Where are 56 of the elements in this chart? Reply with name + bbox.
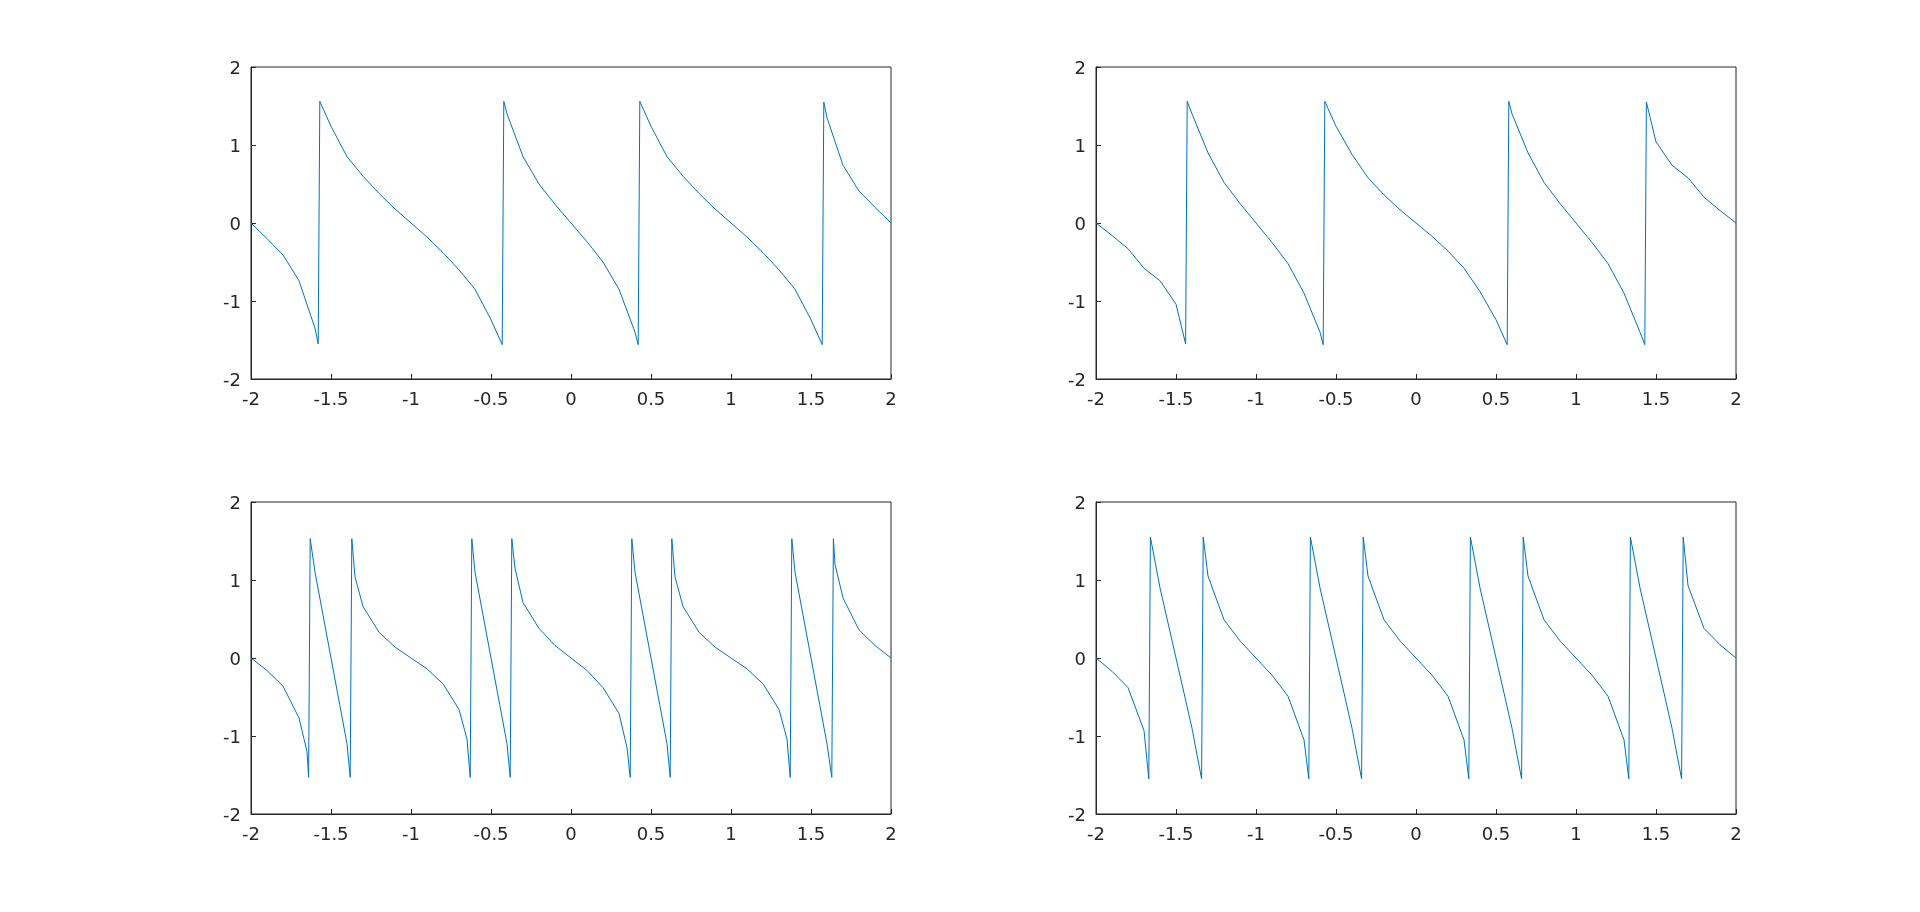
y-tick-label: -2 — [223, 368, 241, 390]
y-tick-label: 1 — [1074, 569, 1086, 591]
y-tick-label: 0 — [1074, 647, 1086, 669]
x-tick-label: 2 — [1730, 387, 1742, 409]
x-tick-label: -1.5 — [313, 387, 349, 409]
y-tick-label: -2 — [1068, 803, 1086, 825]
x-tick-label: -1.5 — [1158, 822, 1194, 844]
y-tick-label: 2 — [1074, 491, 1086, 513]
x-tick-label: 1.5 — [1641, 387, 1671, 409]
x-tick-label: 1.5 — [796, 387, 826, 409]
x-tick-label: -0.5 — [473, 387, 509, 409]
y-tick-label: -2 — [223, 803, 241, 825]
x-tick-label: 1 — [1570, 822, 1582, 844]
y-tick-label: 0 — [229, 212, 241, 234]
y-tick-label: 1 — [229, 569, 241, 591]
y-tick-label: 2 — [229, 491, 241, 513]
y-tick-label: 0 — [229, 647, 241, 669]
line-series — [1095, 100, 1737, 346]
x-tick-label: -1 — [402, 822, 420, 844]
x-tick-label: 1 — [1570, 387, 1582, 409]
line-series — [1095, 536, 1737, 780]
y-tick-label: 2 — [1074, 56, 1086, 78]
x-tick-label: -0.5 — [473, 822, 509, 844]
x-tick-label: -1 — [402, 387, 420, 409]
x-tick-label: -1.5 — [1158, 387, 1194, 409]
x-tick-label: 1 — [725, 387, 737, 409]
line-series — [250, 538, 892, 778]
x-tick-label: 0 — [1410, 387, 1422, 409]
x-tick-label: 0 — [565, 822, 577, 844]
x-tick-label: 0 — [1410, 822, 1422, 844]
y-tick-label: 2 — [229, 56, 241, 78]
x-tick-label: -1 — [1247, 822, 1265, 844]
y-tick-label: -2 — [1068, 368, 1086, 390]
y-tick-label: -1 — [223, 290, 241, 312]
x-tick-label: 0.5 — [636, 387, 666, 409]
y-tick-label: 1 — [229, 134, 241, 156]
x-tick-label: 0.5 — [1481, 387, 1511, 409]
x-tick-label: 1.5 — [796, 822, 826, 844]
x-tick-label: 2 — [1730, 822, 1742, 844]
y-tick-label: -1 — [1068, 725, 1086, 747]
x-tick-label: 1 — [725, 822, 737, 844]
x-tick-label: -0.5 — [1318, 387, 1354, 409]
y-tick-label: -1 — [1068, 290, 1086, 312]
x-tick-label: 0 — [565, 387, 577, 409]
y-tick-label: -1 — [223, 725, 241, 747]
x-tick-label: -0.5 — [1318, 822, 1354, 844]
x-tick-label: -1.5 — [313, 822, 349, 844]
x-tick-label: 2 — [885, 822, 897, 844]
y-tick-label: 0 — [1074, 212, 1086, 234]
x-tick-label: 2 — [885, 387, 897, 409]
x-tick-label: -1 — [1247, 387, 1265, 409]
x-tick-label: 1.5 — [1641, 822, 1671, 844]
y-tick-label: 1 — [1074, 134, 1086, 156]
x-tick-label: 0.5 — [1481, 822, 1511, 844]
line-series — [250, 100, 892, 346]
x-tick-label: 0.5 — [636, 822, 666, 844]
